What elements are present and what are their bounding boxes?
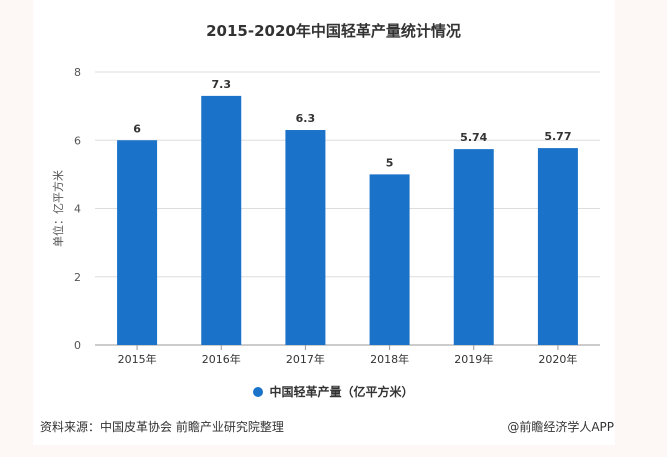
x-tick-label: 2020年 <box>538 352 577 366</box>
x-tick-label: 2019年 <box>454 352 493 366</box>
legend-label: 中国轻革产量（亿平方米） <box>269 385 414 399</box>
chart-title: 2015-2020年中国轻革产量统计情况 <box>206 22 461 40</box>
data-label: 6.3 <box>296 112 316 125</box>
legend: 中国轻革产量（亿平方米） <box>0 383 667 400</box>
x-tick-label: 2015年 <box>118 352 157 366</box>
data-label: 5.74 <box>460 131 487 144</box>
source-note: 资料来源：中国皮革协会 前瞻产业研究院整理 <box>40 420 284 434</box>
data-label: 5 <box>386 156 394 169</box>
x-tick-label: 2016年 <box>202 352 241 366</box>
y-tick-label: 6 <box>74 134 81 147</box>
x-tick-label: 2018年 <box>370 352 409 366</box>
y-tick-label: 8 <box>74 66 81 79</box>
y-axis-label: 单位：亿平方米 <box>51 170 65 247</box>
bar <box>369 174 410 345</box>
data-label: 6 <box>133 122 141 135</box>
bar <box>453 149 494 345</box>
bar <box>201 95 242 345</box>
data-label: 5.77 <box>544 130 571 143</box>
bar <box>285 130 326 345</box>
y-tick-label: 2 <box>74 271 81 284</box>
data-label: 7.3 <box>212 78 232 91</box>
bar <box>537 148 578 345</box>
y-tick-label: 4 <box>74 203 81 216</box>
credit: @前瞻经济学人APP <box>507 420 614 434</box>
bar <box>117 140 158 345</box>
legend-marker <box>253 387 264 397</box>
x-tick-label: 2017年 <box>286 352 325 366</box>
y-tick-label: 0 <box>74 339 81 352</box>
